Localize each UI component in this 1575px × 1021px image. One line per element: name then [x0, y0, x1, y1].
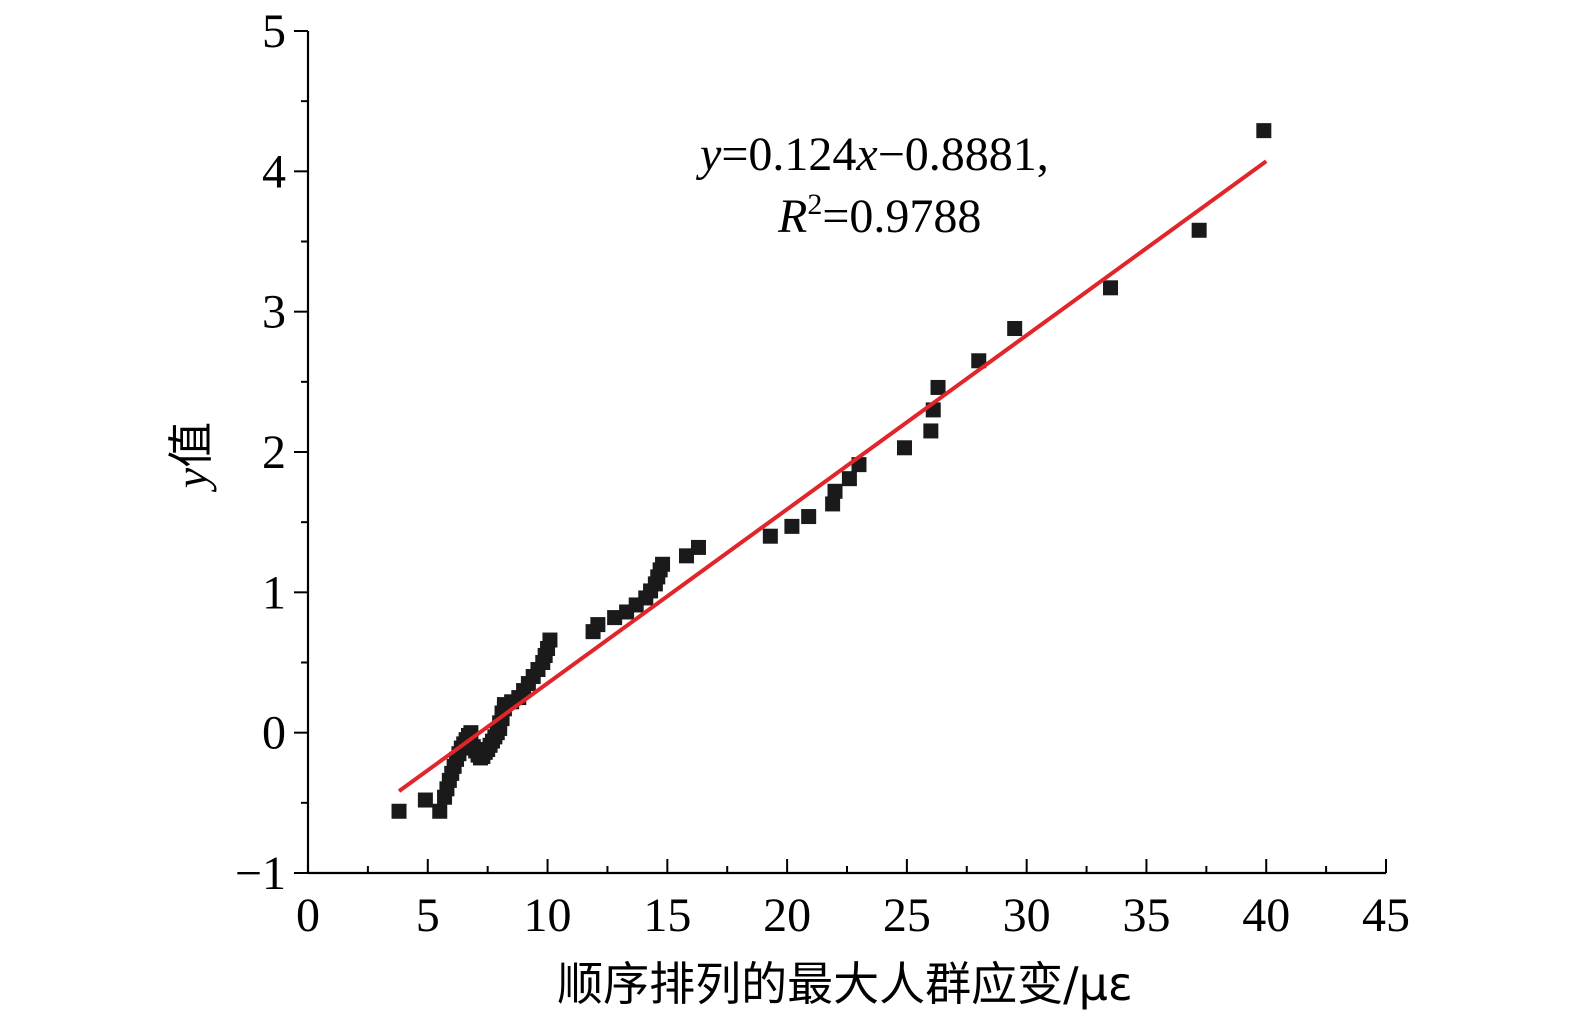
- data-point: [923, 423, 939, 439]
- x-tick-label: 10: [524, 889, 572, 942]
- y-tick-label: 1: [262, 566, 286, 619]
- data-point: [1007, 321, 1023, 337]
- r-squared-var: R: [777, 190, 807, 243]
- equation-intercept: −0.8881,: [878, 128, 1049, 181]
- x-tick-label: 40: [1242, 889, 1290, 942]
- data-point: [391, 803, 407, 819]
- data-points: [391, 123, 1272, 819]
- data-point: [827, 483, 843, 499]
- y-tick-label: 5: [262, 5, 286, 58]
- data-point: [841, 471, 857, 487]
- regression-fit-line: [397, 159, 1268, 793]
- y-tick-label: −1: [235, 847, 286, 900]
- fit-line-layer: [397, 159, 1268, 793]
- equation-annotation: y=0.124x−0.8881,: [695, 128, 1049, 181]
- r-squared-sup: 2: [807, 188, 822, 221]
- data-point: [432, 803, 448, 819]
- y-axis-title-var: y: [166, 467, 217, 492]
- data-point: [784, 518, 800, 534]
- x-axis-title: 顺序排列的最大人群应变/με: [557, 957, 1133, 1011]
- data-point: [1191, 222, 1207, 238]
- data-point: [971, 353, 987, 369]
- data-point: [690, 539, 706, 555]
- data-point: [678, 548, 694, 564]
- equation-var-y: y: [695, 128, 722, 181]
- data-point: [930, 379, 946, 395]
- y-tick-label: 3: [262, 286, 286, 339]
- r-squared-value: =0.9788: [822, 190, 981, 243]
- x-tick-label: 20: [763, 889, 811, 942]
- r-squared-annotation: R2=0.9788: [777, 188, 981, 243]
- data-point: [542, 632, 558, 648]
- data-point: [1256, 123, 1272, 139]
- data-point: [762, 528, 778, 544]
- data-point: [607, 610, 623, 626]
- x-tick-label: 35: [1122, 889, 1170, 942]
- x-tick-label: 5: [416, 889, 440, 942]
- y-axis-title: y值: [164, 422, 218, 492]
- data-point: [1103, 280, 1119, 296]
- data-point: [825, 496, 841, 512]
- y-axis-title-text: 值: [164, 422, 218, 468]
- x-tick-label: 45: [1362, 889, 1410, 942]
- equation-var-x: x: [855, 128, 877, 181]
- y-tick-label: 4: [262, 145, 286, 198]
- y-tick-label: 2: [262, 426, 286, 479]
- data-point: [590, 617, 606, 633]
- data-point: [417, 792, 433, 808]
- x-tick-label: 30: [1003, 889, 1051, 942]
- x-tick-label: 15: [643, 889, 691, 942]
- y-tick-label: 0: [262, 707, 286, 760]
- x-tick-label: 25: [883, 889, 931, 942]
- x-tick-label: 0: [296, 889, 320, 942]
- equation-slope: =0.124: [721, 128, 856, 181]
- data-point: [801, 509, 817, 525]
- data-point: [896, 440, 912, 456]
- data-point: [655, 556, 671, 572]
